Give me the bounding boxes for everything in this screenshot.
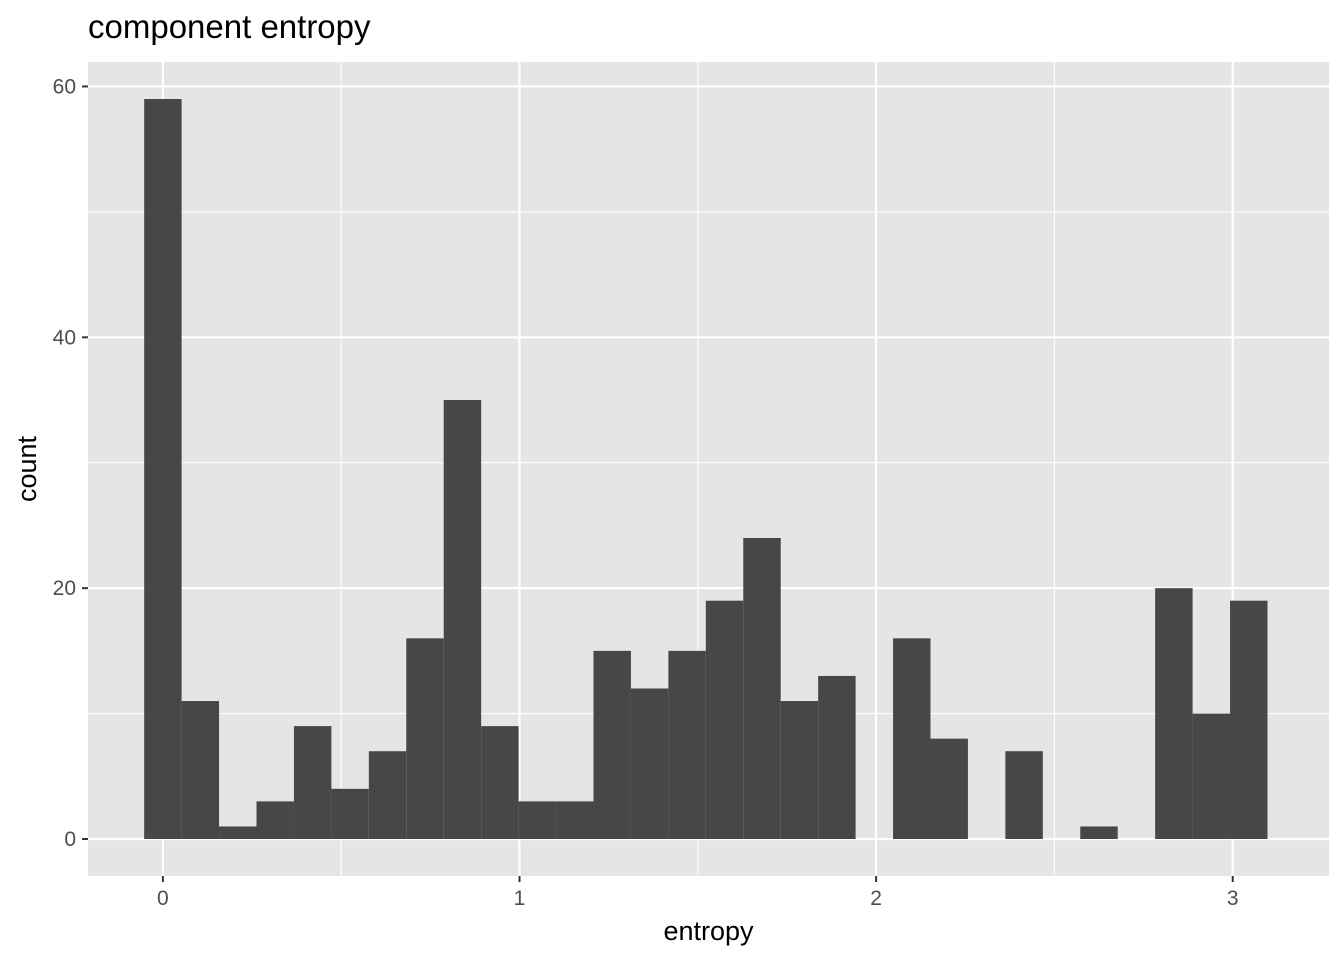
histogram-bar bbox=[780, 701, 819, 839]
histogram-bar bbox=[144, 99, 182, 839]
y-tick-label: 20 bbox=[53, 577, 76, 600]
y-tick-label: 60 bbox=[53, 75, 76, 98]
histogram-bar bbox=[331, 788, 369, 839]
x-tick-label: 3 bbox=[1227, 887, 1239, 910]
y-axis: 0 20 40 60 bbox=[53, 75, 88, 851]
histogram-bar bbox=[743, 537, 781, 839]
histogram-bars bbox=[144, 99, 1268, 839]
histogram-bar bbox=[368, 751, 407, 839]
histogram-bar bbox=[893, 638, 931, 839]
histogram-bar bbox=[1005, 751, 1043, 839]
histogram-bar bbox=[593, 650, 631, 839]
x-axis: 0 1 2 3 bbox=[157, 876, 1239, 910]
histogram-bar bbox=[1192, 713, 1231, 839]
x-tick-label: 0 bbox=[157, 887, 169, 910]
histogram-bar bbox=[818, 675, 856, 839]
histogram-bar bbox=[630, 688, 669, 839]
histogram-bar bbox=[406, 638, 444, 839]
histogram-bar bbox=[1155, 588, 1193, 839]
y-tick-label: 40 bbox=[53, 326, 76, 349]
histogram-bar bbox=[293, 726, 332, 839]
minor-gridlines bbox=[88, 62, 1329, 876]
histogram-bar bbox=[256, 801, 294, 839]
histogram-bar bbox=[930, 738, 968, 839]
histogram-bar bbox=[181, 701, 220, 839]
y-tick-label: 0 bbox=[64, 828, 76, 851]
histogram-bar bbox=[518, 801, 557, 839]
x-axis-title: entropy bbox=[663, 916, 754, 946]
x-tick-label: 1 bbox=[514, 887, 526, 910]
histogram-bar bbox=[1230, 600, 1268, 839]
chart-title: component entropy bbox=[88, 8, 371, 45]
histogram-bar bbox=[705, 600, 744, 839]
histogram-bar bbox=[556, 801, 594, 839]
histogram-bar bbox=[668, 650, 706, 839]
histogram-bar bbox=[1080, 826, 1118, 839]
histogram-bar bbox=[443, 400, 482, 839]
x-tick-label: 2 bbox=[870, 887, 882, 910]
histogram-bar bbox=[219, 826, 257, 839]
y-axis-title: count bbox=[12, 435, 42, 502]
histogram-bar bbox=[481, 726, 519, 839]
